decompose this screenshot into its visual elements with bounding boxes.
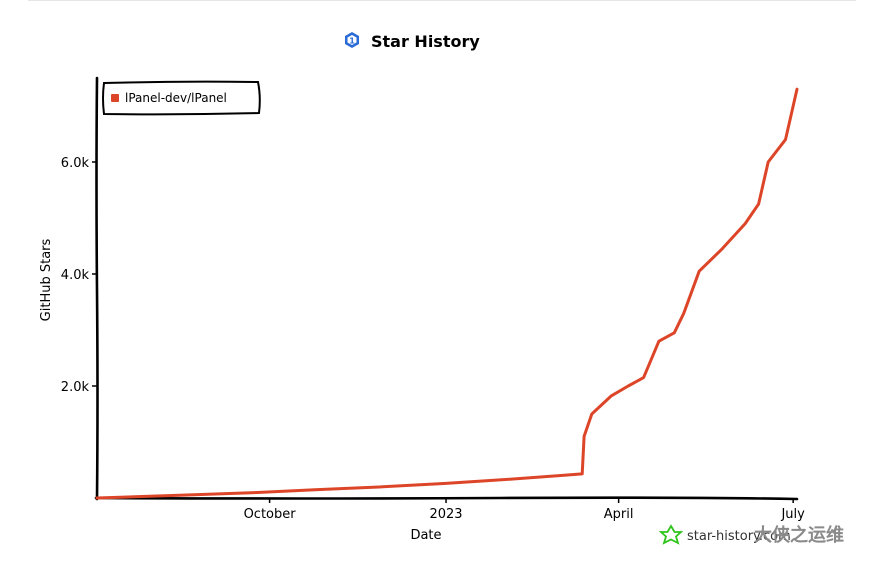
chart-title-group: 1 Star History: [345, 32, 480, 51]
legend-swatch: [111, 94, 119, 102]
legend-entry-label: lPanel-dev/lPanel: [125, 91, 227, 105]
x-tick-label: 2023: [429, 507, 462, 522]
watermark-cn-text: 大侠之运维: [754, 524, 844, 546]
axes: [94, 76, 799, 501]
x-tick-label: July: [780, 507, 805, 522]
x-axis-label: Date: [410, 528, 441, 543]
y-axis-line: [95, 76, 99, 501]
x-ticks: October 2023 April July: [244, 498, 805, 522]
y-tick-label: 4.0k: [61, 268, 90, 283]
watermark-text: star-history.com: [687, 529, 791, 544]
star-history-logo-icon: 1: [345, 32, 359, 48]
y-axis-label: GitHub Stars: [39, 238, 54, 321]
top-divider: [28, 0, 856, 1]
legend-box: [102, 80, 261, 116]
y-tick-label: 6.0k: [61, 156, 90, 171]
svg-text:1: 1: [349, 37, 355, 46]
x-axis-line: [94, 496, 799, 501]
chart-title: Star History: [371, 32, 480, 51]
x-tick-label: April: [604, 507, 634, 522]
x-tick-label: October: [244, 507, 297, 522]
y-tick-label: 2.0k: [61, 380, 90, 395]
y-ticks: 2.0k 4.0k 6.0k: [61, 156, 97, 395]
star-outline-icon: [658, 524, 684, 545]
watermark[interactable]: star-history.com 大侠之运维: [658, 524, 844, 546]
series-line: [95, 87, 799, 500]
legend: lPanel-dev/lPanel: [102, 80, 261, 116]
